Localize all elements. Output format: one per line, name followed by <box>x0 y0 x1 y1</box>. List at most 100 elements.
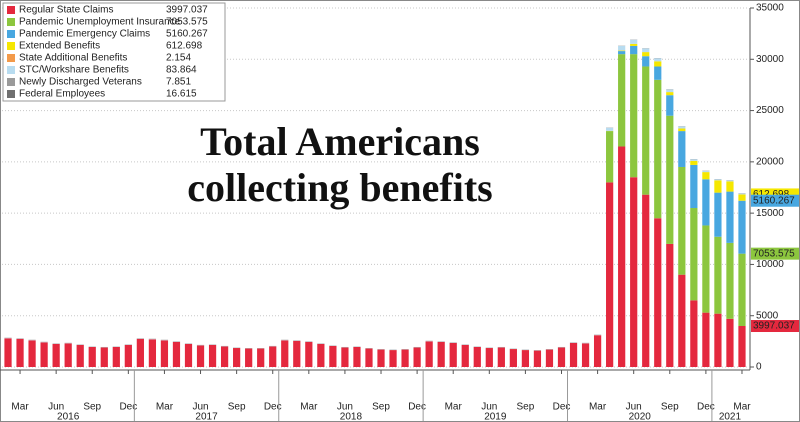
x-tick-label: Sep <box>661 402 679 413</box>
bar-segment <box>618 45 626 51</box>
bar-segment <box>738 194 746 201</box>
bar-segment <box>654 61 662 67</box>
bar-segment <box>160 340 169 367</box>
bar-segment <box>738 326 746 367</box>
bar-segment <box>245 348 253 367</box>
bar-segment <box>714 192 722 237</box>
bar-segment <box>485 348 493 367</box>
bar-segment <box>148 339 157 367</box>
bar-segment <box>52 343 60 367</box>
bar-segment <box>630 177 638 367</box>
bar-segment <box>630 45 638 55</box>
y-tick-label: 0 <box>756 362 762 373</box>
bar-segment <box>702 312 710 367</box>
legend-swatch <box>7 54 15 62</box>
legend-label: Extended Benefits <box>19 41 100 52</box>
bar-segment <box>690 208 698 301</box>
bar-segment <box>714 179 722 181</box>
value-label: 5160.267 <box>753 195 795 206</box>
bar-segment <box>690 159 698 161</box>
bar-segment <box>341 347 349 367</box>
bar-segment <box>738 253 746 327</box>
y-tick-label: 20000 <box>756 156 784 167</box>
legend-label: Pandemic Emergency Claims <box>19 29 150 40</box>
bar-segment <box>714 180 722 193</box>
x-tick-label: Dec <box>697 402 715 413</box>
year-label: 2017 <box>195 412 218 422</box>
bar-segment <box>16 338 24 367</box>
bar-segment <box>642 66 650 195</box>
legend-value: 3997.037 <box>166 5 208 16</box>
bar-segment <box>726 191 734 243</box>
bar-segment <box>618 54 626 147</box>
bar-segment <box>305 341 313 367</box>
y-tick-label: 30000 <box>756 54 784 65</box>
bar-segment <box>257 348 265 367</box>
legend-label: STC/Workshare Benefits <box>19 65 129 76</box>
bar-segment <box>425 341 433 367</box>
annotation: collecting benefits <box>187 165 493 210</box>
bar-segment <box>726 242 734 319</box>
bar-segment <box>654 58 662 62</box>
bar-segment <box>401 349 409 367</box>
x-tick-label: Mar <box>445 402 463 413</box>
bar-segment <box>100 347 108 367</box>
bar-segment <box>666 95 674 116</box>
x-tick-label: Sep <box>517 402 535 413</box>
bar-segment <box>269 346 277 367</box>
bar-segment <box>88 346 96 367</box>
bar-segment <box>581 343 590 367</box>
bar-segment <box>4 338 12 367</box>
bar-segment <box>40 342 48 367</box>
bar-segment <box>112 346 120 367</box>
bar-segment <box>690 164 698 209</box>
x-tick-label: Mar <box>156 402 174 413</box>
bar-segment <box>642 52 650 57</box>
bar-segment <box>353 346 361 367</box>
x-tick-label: Jun <box>192 402 208 413</box>
bar-segment <box>666 243 674 367</box>
bar-segment <box>220 346 229 367</box>
bar-segment <box>738 200 746 254</box>
bar-segment <box>678 126 686 129</box>
bar-segment <box>557 347 566 367</box>
x-tick-label: Dec <box>119 402 137 413</box>
x-tick-label: Mar <box>11 402 29 413</box>
bar-segment <box>726 180 734 182</box>
x-tick-label: Sep <box>83 402 101 413</box>
bar-segment <box>449 342 457 367</box>
legend-swatch <box>7 30 15 38</box>
bar-segment <box>642 48 650 53</box>
bar-segment <box>642 56 650 67</box>
value-box <box>751 320 799 333</box>
legend-swatch <box>7 6 15 14</box>
bar-segment <box>702 172 710 180</box>
bar-segment <box>569 342 578 367</box>
bar-segment <box>413 347 421 367</box>
value-label: 3997.037 <box>753 321 795 332</box>
legend-value: 7053.575 <box>166 17 208 28</box>
y-tick-label: 10000 <box>756 259 784 270</box>
bar-segment <box>124 344 132 367</box>
bar-segment <box>76 344 84 367</box>
legend-label: Federal Employees <box>19 89 105 100</box>
value-box <box>751 247 799 260</box>
y-tick-label: 35000 <box>756 3 784 14</box>
bar-segment <box>726 318 734 367</box>
bar-segment <box>606 131 614 183</box>
year-label: 2019 <box>484 412 507 422</box>
bar-segment <box>365 348 373 367</box>
legend-value: 16.615 <box>166 89 197 100</box>
bar-segment <box>606 182 614 367</box>
bar-segment <box>377 349 385 367</box>
legend-value: 612.698 <box>166 41 203 52</box>
x-tick-label: Dec <box>408 402 426 413</box>
legend-box <box>2 2 226 102</box>
bar-segment <box>654 218 662 367</box>
year-label: 2020 <box>629 412 652 422</box>
year-label: 2021 <box>719 412 742 422</box>
legend-swatch <box>7 66 15 74</box>
x-tick-label: Jun <box>48 402 64 413</box>
annotation: Total Americans <box>200 119 480 164</box>
y-tick-label: 5000 <box>756 310 779 321</box>
